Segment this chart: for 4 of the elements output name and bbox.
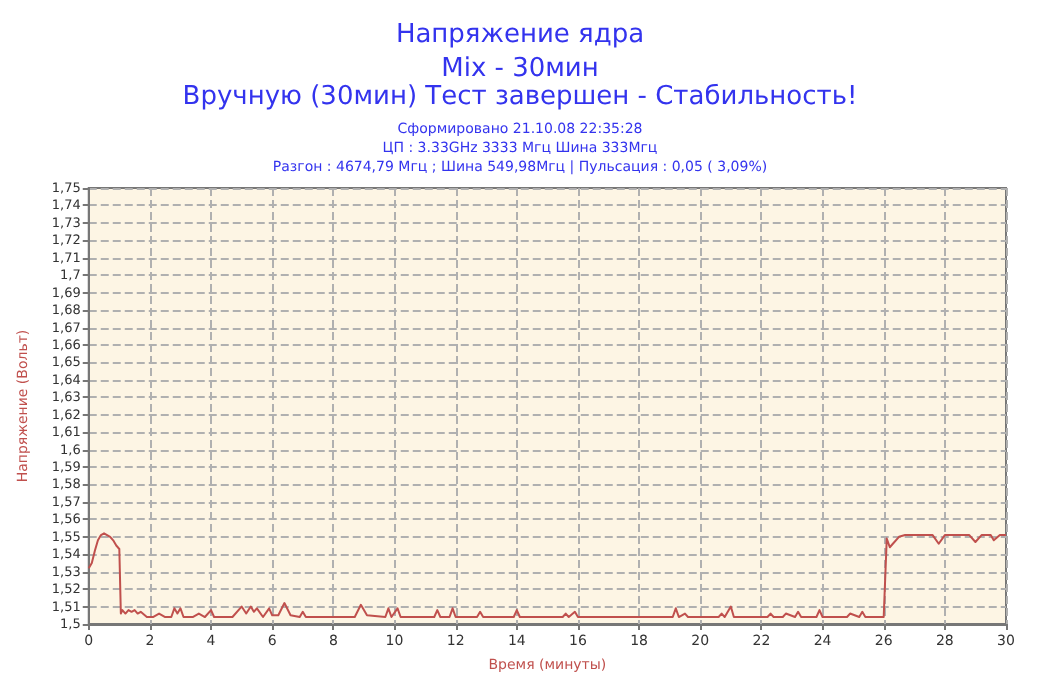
chart-subtitle: Mix - 30мин (441, 54, 599, 84)
line-series (87, 532, 1007, 619)
text: Вручную (30мин) Тест завершен - Стабильность! (182, 82, 858, 112)
chart-title: Напряжение ядра (395, 20, 645, 50)
